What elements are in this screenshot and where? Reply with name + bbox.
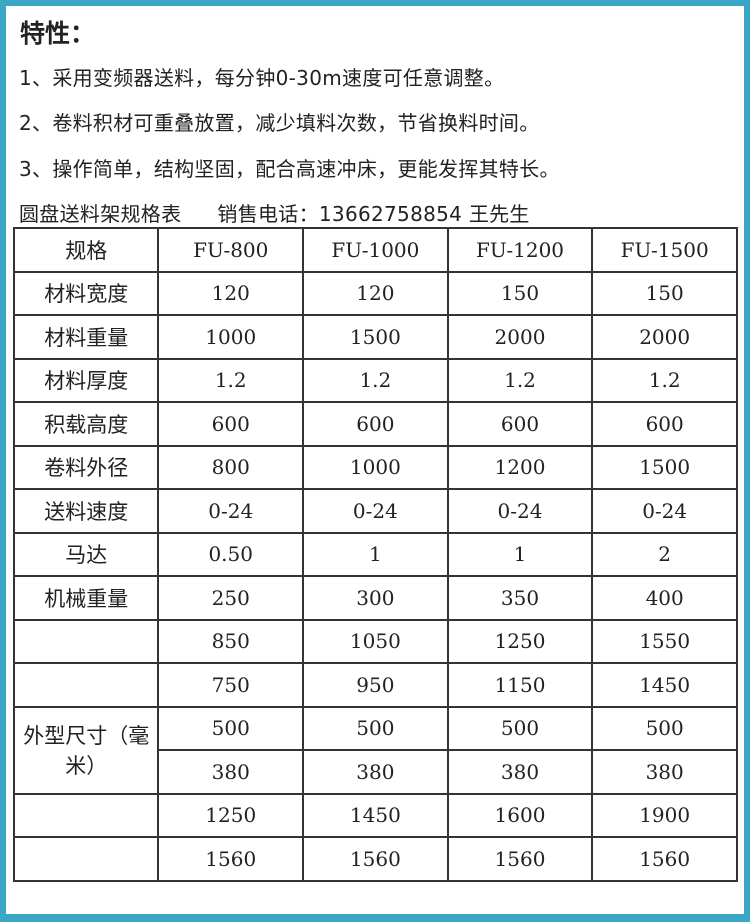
row-value: 1500 <box>591 444 738 490</box>
row-value: 2000 <box>591 314 738 360</box>
header-spec-label: 规格 <box>12 227 160 273</box>
table-row: 外型尺寸（毫米） 500 500 500 500 <box>12 705 738 795</box>
row-value: 1250 <box>157 792 305 838</box>
row-value: 150 <box>446 270 594 316</box>
row-value: 750 <box>157 662 305 708</box>
row-value: 0-24 <box>302 488 449 534</box>
header-model: FU-800 <box>157 227 305 273</box>
row-value: 1500 <box>302 314 449 360</box>
table-row: 材料重量 1000 1500 2000 2000 <box>12 314 738 360</box>
row-value: 600 <box>446 401 594 447</box>
table-row: 送料速度 0-24 0-24 0-24 0-24 <box>12 488 738 534</box>
row-value: 950 <box>302 662 449 708</box>
row-label: 外型尺寸（毫米） <box>12 705 160 795</box>
row-value: 1560 <box>302 836 449 882</box>
table-row: 750 950 1150 1450 <box>12 662 738 708</box>
row-label: 送料速度 <box>12 488 160 534</box>
row-value: 600 <box>591 401 738 447</box>
table-row: 卷料外径 800 1000 1200 1500 <box>12 444 738 490</box>
row-value: 1.2 <box>302 357 449 403</box>
row-label: 材料重量 <box>12 314 160 360</box>
row-value: 1560 <box>591 836 738 882</box>
row-label <box>12 618 160 664</box>
row-value: 1.2 <box>591 357 738 403</box>
header-model: FU-1000 <box>302 227 449 273</box>
table-row: 1250 1450 1600 1900 <box>12 792 738 838</box>
row-value: 1 <box>446 531 594 577</box>
row-value: 600 <box>157 401 305 447</box>
table-row: 1560 1560 1560 1560 <box>12 836 738 882</box>
features-heading: 特性： <box>20 19 96 48</box>
feature-3: 3、操作简单，结构坚固，配合高速冲床，更能发挥其特长。 <box>19 157 560 181</box>
feature-1: 1、采用变频器送料，每分钟0-30m速度可任意调整。 <box>19 66 505 90</box>
row-value: 850 <box>157 618 305 664</box>
row-value: 350 <box>446 575 594 621</box>
sales-phone: 销售电话：13662758854 王先生 <box>217 202 530 226</box>
row-value: 1000 <box>157 314 305 360</box>
row-value: 120 <box>302 270 449 316</box>
row-value: 1450 <box>591 662 738 708</box>
table-row: 马达 0.50 1 1 2 <box>12 531 738 577</box>
header-model: FU-1500 <box>591 227 738 273</box>
row-label <box>12 792 160 838</box>
row-value: 1.2 <box>446 357 594 403</box>
row-value: 1150 <box>446 662 594 708</box>
row-value: 0.50 <box>157 531 305 577</box>
row-value: 1 <box>302 531 449 577</box>
row-value: 250 <box>157 575 305 621</box>
document-page: 特性： 1、采用变频器送料，每分钟0-30m速度可任意调整。 2、卷料积材可重叠… <box>6 6 744 914</box>
row-value: 500 <box>157 705 305 751</box>
row-label <box>12 662 160 708</box>
row-value: 380 <box>157 749 305 795</box>
table-row: 材料宽度 120 120 150 150 <box>12 270 738 316</box>
row-label: 积载高度 <box>12 401 160 447</box>
row-label: 材料宽度 <box>12 270 160 316</box>
row-value: 0-24 <box>157 488 305 534</box>
row-value: 1600 <box>446 792 594 838</box>
row-label: 卷料外径 <box>12 444 160 490</box>
row-label: 材料厚度 <box>12 357 160 403</box>
row-value: 380 <box>591 749 738 795</box>
row-label <box>12 836 160 882</box>
row-value: 1560 <box>157 836 305 882</box>
row-value: 1000 <box>302 444 449 490</box>
row-value: 2 <box>591 531 738 577</box>
table-row: 材料厚度 1.2 1.2 1.2 1.2 <box>12 357 738 403</box>
row-value: 1.2 <box>157 357 305 403</box>
table-caption: 圆盘送料架规格表 <box>19 202 182 226</box>
row-value: 0-24 <box>446 488 594 534</box>
table-row: 850 1050 1250 1550 <box>12 618 738 664</box>
row-value: 380 <box>302 749 449 795</box>
row-value: 500 <box>446 705 594 751</box>
row-value: 300 <box>302 575 449 621</box>
row-value: 380 <box>446 749 594 795</box>
row-value: 1200 <box>446 444 594 490</box>
row-value: 1250 <box>446 618 594 664</box>
row-value: 800 <box>157 444 305 490</box>
row-label: 马达 <box>12 531 160 577</box>
row-value: 1450 <box>302 792 449 838</box>
spec-table: 规格 FU-800 FU-1000 FU-1200 FU-1500 材料宽度 120 120 1… <box>12 227 738 882</box>
row-value: 1560 <box>446 836 594 882</box>
row-value: 2000 <box>446 314 594 360</box>
caption-line: 圆盘送料架规格表 销售电话：13662758854 王先生 <box>19 198 530 227</box>
feature-2: 2、卷料积材可重叠放置，减少填料次数，节省换料时间。 <box>19 111 540 135</box>
row-value: 500 <box>591 705 738 751</box>
row-value: 1550 <box>591 618 738 664</box>
header-model: FU-1200 <box>446 227 594 273</box>
table-row: 380 380 380 380 <box>14 749 738 795</box>
table-row: 机械重量 250 300 350 400 <box>12 575 738 621</box>
row-label: 机械重量 <box>12 575 160 621</box>
row-value: 1900 <box>591 792 738 838</box>
row-value: 0-24 <box>591 488 738 534</box>
table-row: 积载高度 600 600 600 600 <box>12 401 738 447</box>
row-value: 1050 <box>302 618 449 664</box>
row-value: 400 <box>591 575 738 621</box>
table-header-row: 规格 FU-800 FU-1000 FU-1200 FU-1500 <box>12 227 738 273</box>
row-value: 120 <box>157 270 305 316</box>
row-value: 500 <box>302 705 449 751</box>
row-value: 150 <box>591 270 738 316</box>
row-value: 600 <box>302 401 449 447</box>
